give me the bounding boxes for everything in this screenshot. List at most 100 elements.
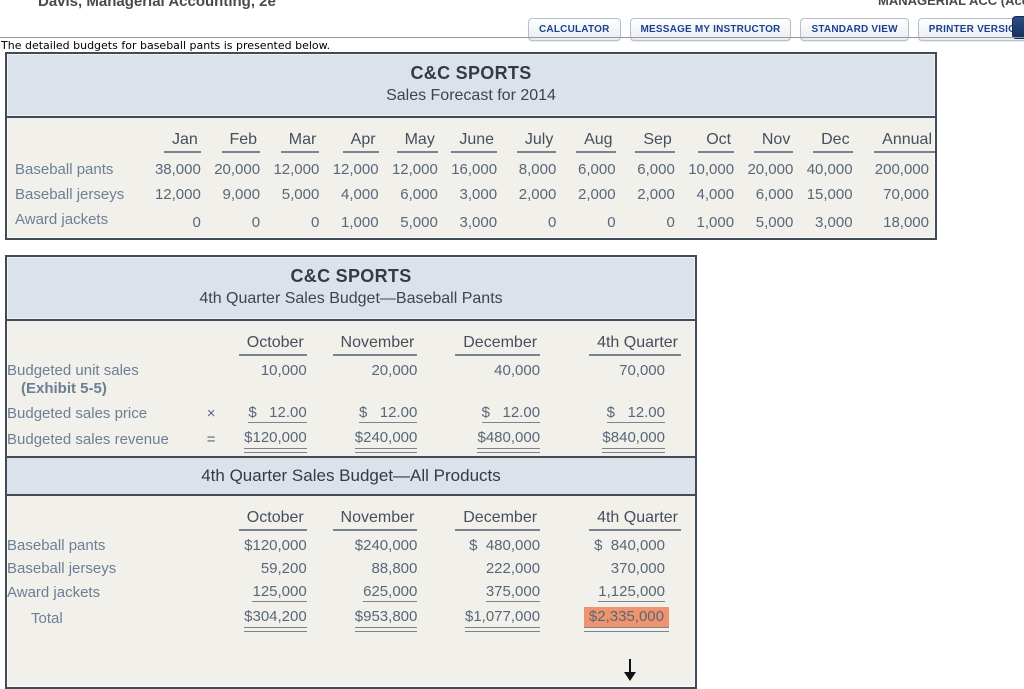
column-header: June <box>438 118 498 157</box>
spacer-cell <box>196 321 226 359</box>
cell-value: 625,000 <box>363 583 418 602</box>
table-row: Budgeted unit sales (Exhibit 5-5) 10,000 … <box>7 359 695 401</box>
table-row: Award jackets 125,000 625,000 375,000 1,… <box>7 580 695 605</box>
row-label: Baseball pants <box>15 161 114 178</box>
message-my-instructor-button[interactable]: MESSAGE MY INSTRUCTOR <box>629 17 792 41</box>
row-label: Award jackets <box>7 584 101 601</box>
table-cell: $ 840,000 <box>594 537 665 554</box>
cell-value: $ 12.00 <box>248 404 307 423</box>
row-label: Baseball jerseys <box>7 560 117 577</box>
intro-text: The detailed budgets for baseball pants … <box>1 39 331 52</box>
table-row: Baseball pants 38,000 20,000 12,000 12,0… <box>7 157 935 182</box>
table-cell: $240,000 <box>307 426 418 453</box>
spacer-cell <box>196 359 226 401</box>
table-cell: 5,000 <box>281 186 320 203</box>
arrow-stem <box>629 659 631 672</box>
spacer-cell <box>7 496 196 534</box>
highlighted-total-value: $2,335,000 <box>583 607 669 627</box>
table-cell: 3,000 <box>459 214 498 231</box>
cell-value: 125,000 <box>252 583 307 602</box>
table-cell: 10,000 <box>688 161 735 178</box>
table-cell: 16,000 <box>451 161 498 178</box>
table-cell: 40,000 <box>806 161 853 178</box>
column-header: Feb <box>201 118 261 157</box>
table-cell: 2,000 <box>578 186 616 203</box>
table-row: Baseball pants $120,000 $240,000 $ 480,0… <box>7 534 695 557</box>
table-cell: 1,000 <box>696 214 735 231</box>
next-button-partial[interactable] <box>1012 16 1024 39</box>
book-title: Davis, Managerial Accounting, 2e <box>38 0 276 10</box>
table-cell: 12,000 <box>273 161 320 178</box>
table-cell: 10,000 <box>260 362 307 379</box>
total-row: Total $304,200 $953,800 $1,077,000 $2,33… <box>7 605 695 632</box>
table-cell: 3,000 <box>815 214 853 231</box>
cell-value: $ 12.00 <box>481 404 541 423</box>
spacer-cell <box>196 534 226 557</box>
table-cell: 59,200 <box>260 560 307 577</box>
table-cell: 0 <box>192 214 201 231</box>
forecast-column-header-row: Jan Feb Mar Apr May June July Aug Sep Oc… <box>7 118 935 157</box>
row-label: Baseball jerseys <box>15 186 125 203</box>
table-cell: 9,000 <box>222 186 261 203</box>
table-cell: 12,000 <box>391 161 438 178</box>
table-cell: 6,000 <box>400 186 438 203</box>
spacer-cell <box>196 496 226 534</box>
table-cell: $120,000 <box>226 426 307 453</box>
row-label: Baseball pants <box>7 537 106 554</box>
column-header: October <box>226 496 307 534</box>
table-cell: 370,000 <box>610 560 665 577</box>
column-header: Apr <box>319 118 379 157</box>
column-header: Annual <box>853 118 935 157</box>
column-header: Sep <box>616 118 675 157</box>
table-cell: 70,000 <box>619 362 665 379</box>
table-cell: 3,000 <box>459 186 498 203</box>
row-label: Total <box>31 609 63 627</box>
table-cell: 375,000 <box>417 580 541 605</box>
q4-sales-budget-table: C&C SPORTS 4th Quarter Sales Budget—Base… <box>5 255 697 689</box>
printer-version-button[interactable]: PRINTER VERSION <box>917 17 1024 41</box>
column-header: 4th Quarter <box>540 496 695 534</box>
table-row: Budgeted sales revenue = $120,000 $240,0… <box>7 426 695 453</box>
table-cell: 4,000 <box>696 186 735 203</box>
table-cell: 20,000 <box>747 161 794 178</box>
column-header: Dec <box>793 118 853 157</box>
spacer-cell <box>196 580 226 605</box>
spacer-cell <box>196 605 226 631</box>
table-cell: 38,000 <box>154 161 201 178</box>
cell-value: $ 12.00 <box>358 404 418 423</box>
column-header: November <box>307 321 418 359</box>
table-row: Baseball jerseys 12,000 9,000 5,000 4,00… <box>7 182 935 207</box>
table-row: Budgeted sales price × $ 12.00 $ 12.00 $… <box>7 401 695 426</box>
cell-value: $953,800 <box>354 608 418 632</box>
table-cell: 20,000 <box>371 362 418 379</box>
column-header: November <box>307 496 418 534</box>
table-cell: 0 <box>666 214 675 231</box>
column-header-label: Nov <box>753 131 794 153</box>
column-header-label: Annual <box>874 131 935 153</box>
sales-forecast-header: C&C SPORTS Sales Forecast for 2014 <box>7 54 935 118</box>
table-cell: 6,000 <box>755 186 794 203</box>
table-cell: 70,000 <box>883 186 929 203</box>
table-cell: 6,000 <box>637 161 675 178</box>
column-header-label: Apr <box>342 131 379 153</box>
cell-value: $240,000 <box>354 429 418 453</box>
row-label: Budgeted sales price <box>7 405 148 422</box>
standard-view-button[interactable]: STANDARD VIEW <box>800 17 909 41</box>
calculator-button[interactable]: CALCULATOR <box>528 17 621 41</box>
table-cell: $240,000 <box>354 537 418 554</box>
column-header-label: October <box>238 334 307 356</box>
row-label: Budgeted sales revenue <box>7 430 169 448</box>
table-cell: $480,000 <box>417 426 541 453</box>
cell-value: 1,125,000 <box>598 583 665 602</box>
table-cell: 125,000 <box>226 580 307 605</box>
cell-value: $1,077,000 <box>464 608 541 632</box>
table-cell: 222,000 <box>485 560 541 577</box>
table-cell: 0 <box>607 214 616 231</box>
spacer-cell <box>7 118 142 157</box>
column-header-label: June <box>451 131 498 153</box>
row-label-line2: (Exhibit 5-5) <box>21 380 107 397</box>
q4-column-header-row: October November December 4th Quarter <box>7 321 695 359</box>
column-header-label: October <box>238 509 307 531</box>
column-header-label: November <box>332 334 418 356</box>
table-row: Award jackets 0 0 0 1,000 5,000 3,000 0 … <box>7 207 935 238</box>
